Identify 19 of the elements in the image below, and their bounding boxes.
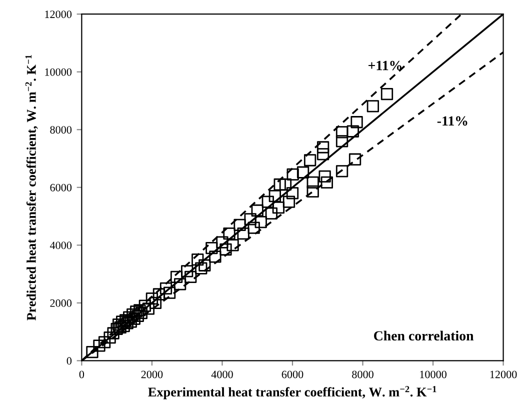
y-tick-label: 0 — [66, 357, 72, 365]
x-tick-label: 8000 — [352, 370, 374, 378]
annotation: Chen correlation — [374, 330, 474, 341]
x-tick-label: 6000 — [282, 370, 304, 378]
y-tick-label: 4000 — [50, 242, 72, 250]
y-axis-title: Predicted heat transfer coefficient, W. m$^{−2}$. K$^{−1}$ — [25, 55, 38, 320]
annotation: -11% — [437, 116, 468, 126]
x-tick-label: 0 — [79, 370, 84, 378]
annotation: +11% — [368, 60, 402, 70]
y-tick-label: 8000 — [50, 126, 72, 134]
y-tick-label: 6000 — [50, 184, 72, 192]
x-tick-label: 4000 — [211, 370, 233, 378]
x-tick-label: 2000 — [141, 370, 163, 378]
y-tick-label: 2000 — [50, 299, 72, 307]
y-tick-label: 10000 — [45, 68, 72, 76]
x-tick-label: 12000 — [490, 370, 517, 378]
x-tick-label: 10000 — [420, 370, 446, 378]
x-axis-title: Experimental heat transfer coefficient, W. m$^{−2}$. K$^{−1}$ — [148, 386, 436, 400]
y-tick-label: 12000 — [45, 10, 72, 18]
